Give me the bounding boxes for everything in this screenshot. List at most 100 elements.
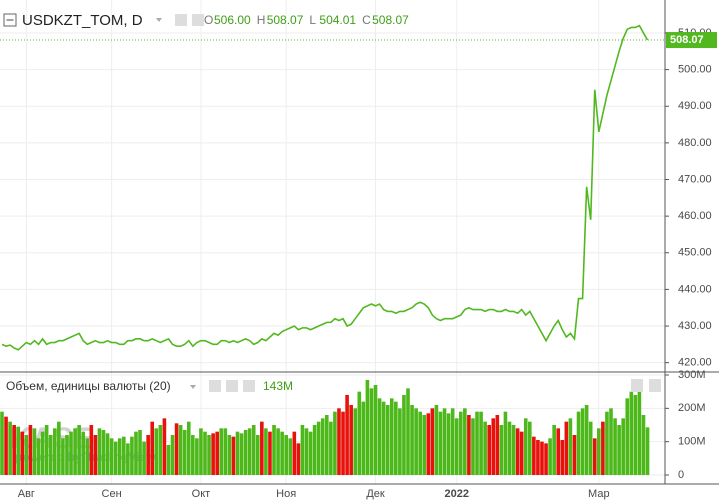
volume-bar	[564, 421, 569, 475]
volume-bar	[365, 380, 370, 475]
volume-bar	[511, 425, 516, 475]
move-down-button[interactable]	[649, 379, 661, 392]
volume-bar	[617, 425, 621, 475]
price-line	[1, 24, 649, 351]
volume-bar	[353, 408, 358, 475]
volume-bar	[8, 421, 12, 475]
volume-bar	[377, 398, 382, 475]
volume-bar	[215, 431, 219, 475]
volume-bar	[251, 425, 256, 475]
volume-bar	[166, 445, 171, 475]
volume-bar	[288, 438, 293, 475]
dropdown-arrow[interactable]	[156, 18, 162, 22]
volume-bar	[345, 395, 349, 475]
volume-bar	[113, 441, 118, 475]
x-tick-label: Авг	[18, 488, 35, 500]
volume-bar	[36, 438, 41, 475]
visibility-button[interactable]	[209, 380, 221, 392]
volume-bar	[219, 428, 224, 475]
volume-bar	[154, 428, 159, 475]
volume-bar	[422, 415, 427, 475]
volume-bar	[499, 425, 504, 475]
last-price-label: 508.07	[670, 34, 704, 46]
y-tick-label: 440.00	[678, 283, 712, 295]
y-tick-label: 460.00	[678, 210, 712, 222]
ohlc: O 506.00 H 508.07 L 504.01 C 508.07	[204, 13, 409, 27]
volume-bar	[548, 438, 552, 475]
volume-bar	[146, 435, 150, 475]
volume-bar	[12, 425, 16, 475]
symbol-title: USDKZT_TOM, D	[22, 12, 143, 29]
volume-bar	[483, 421, 487, 475]
volume-bar	[576, 411, 581, 475]
volume-bar	[540, 441, 544, 475]
move-up-button[interactable]	[631, 379, 643, 392]
settings-button[interactable]	[226, 380, 238, 392]
volume-bar	[532, 436, 536, 475]
volume-bar	[454, 418, 459, 475]
ohlc-key: H	[257, 13, 266, 27]
volume-bar	[268, 431, 272, 475]
volume-bar	[515, 428, 520, 475]
volume-bar	[613, 418, 617, 475]
volume-bar	[568, 418, 573, 475]
volume-legend: Объем, единицы валюты (20)	[6, 379, 171, 393]
ohlc-value: 508.07	[372, 13, 409, 27]
volume-bar	[276, 428, 280, 475]
volume-bar	[361, 401, 366, 475]
volume-bar	[601, 421, 605, 475]
volume-bar	[471, 418, 475, 475]
volume-bar	[495, 415, 500, 475]
volume-bar	[57, 421, 61, 475]
volume-bar	[162, 418, 167, 475]
volume-bar	[536, 440, 540, 475]
volume-bar	[40, 431, 45, 475]
visibility-button[interactable]	[175, 14, 187, 26]
y2-tick-label: 0	[678, 469, 684, 481]
volume-bar	[81, 431, 85, 475]
volume-bar	[450, 408, 455, 475]
y-tick-label: 430.00	[678, 320, 712, 332]
y2-tick-label: 300M	[678, 369, 706, 381]
settings-button[interactable]	[192, 14, 204, 26]
volume-bar	[292, 431, 297, 475]
volume-bar	[430, 408, 435, 475]
volume-bar	[170, 435, 175, 475]
ohlc-key: O	[204, 13, 213, 27]
volume-bar	[182, 430, 187, 475]
volume-bar	[312, 425, 317, 475]
volume-bar	[243, 430, 248, 475]
volume-bar	[556, 428, 561, 475]
volume-bar	[231, 436, 236, 475]
volume-bar	[507, 421, 512, 475]
volume-bar	[357, 391, 362, 475]
close-button[interactable]	[243, 380, 255, 392]
volume-bar	[20, 431, 25, 475]
dropdown-arrow[interactable]	[190, 385, 196, 389]
volume-bar	[105, 433, 110, 475]
volume-bar	[158, 425, 163, 475]
volume-bar	[503, 411, 508, 475]
ohlc-value: 508.07	[267, 13, 304, 27]
volume-bar	[308, 431, 313, 475]
volume-bar	[227, 435, 232, 475]
volume-bar	[44, 425, 49, 475]
volume-bar	[280, 431, 284, 475]
volume-bar	[463, 408, 467, 475]
x-tick-label: Дек	[366, 488, 385, 500]
volume-bar	[73, 428, 77, 475]
volume-bar	[296, 443, 301, 475]
x-tick-label: 2022	[444, 488, 468, 500]
x-tick-label: Окт	[192, 488, 211, 500]
volume-bar	[89, 425, 94, 475]
volume-bar	[186, 421, 191, 475]
volume-bar	[85, 438, 90, 475]
volume-bar	[389, 398, 394, 475]
volume-bar	[414, 408, 418, 475]
volume-bar	[117, 438, 122, 475]
volume-bar	[77, 425, 81, 475]
volume-bar	[369, 388, 374, 475]
volume-bar	[203, 431, 207, 475]
volume-bar	[523, 418, 528, 475]
